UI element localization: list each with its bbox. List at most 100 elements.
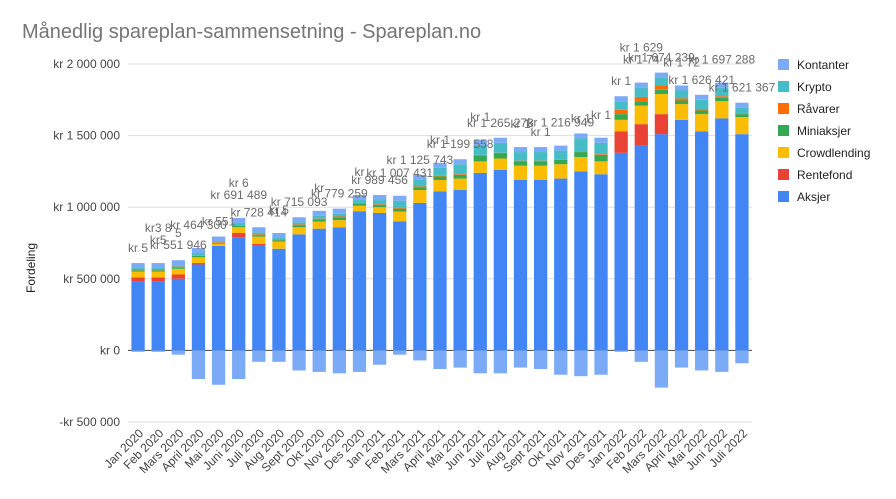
bar-kontanter xyxy=(453,350,467,368)
bar-crowdlending xyxy=(654,94,669,115)
bar-kontanter-cap xyxy=(453,159,467,165)
data-label: kr 1 xyxy=(511,117,531,131)
bar-råvarer xyxy=(614,109,628,115)
bar-kontanter xyxy=(171,350,185,355)
data-label: kr 1 xyxy=(591,108,611,122)
bar-kontanter-cap xyxy=(654,72,669,78)
legend-swatch xyxy=(778,169,789,180)
bar-aksjer xyxy=(352,211,367,351)
bar-råvarer xyxy=(312,218,326,220)
bar-crowdlending xyxy=(272,241,286,249)
bar-miniaksjer xyxy=(574,152,588,158)
bar-kontanter-cap xyxy=(534,147,548,153)
bar-crowdlending xyxy=(614,119,628,132)
bar-krypto xyxy=(735,107,749,114)
data-label: kr5 xyxy=(150,233,167,247)
bar-miniaksjer xyxy=(493,153,508,159)
bar-crowdlending xyxy=(372,207,387,213)
legend-label: Kontanter xyxy=(797,58,849,72)
bar-kontanter xyxy=(211,350,226,385)
bar-kontanter xyxy=(554,350,568,375)
bar-krypto xyxy=(654,77,669,86)
data-label: kr 691 489 xyxy=(210,188,267,202)
bar-kontanter xyxy=(292,350,306,371)
bar-crowdlending xyxy=(211,243,226,246)
data-label: kr xyxy=(314,181,324,195)
bar-krypto xyxy=(232,222,246,226)
bar-aksjer xyxy=(131,281,145,351)
bar-kontanter xyxy=(715,350,729,372)
bar-kontanter-cap xyxy=(513,147,528,153)
bar-aksjer xyxy=(191,264,206,351)
bar-råvarer xyxy=(513,160,528,162)
bar-crowdlending xyxy=(594,161,608,175)
bar-aksjer xyxy=(171,278,185,351)
bar-miniaksjer xyxy=(292,225,306,228)
bar-crowdlending xyxy=(252,236,266,244)
bar-kontanter xyxy=(594,350,608,375)
data-label: kr 1 697 288 xyxy=(688,53,755,67)
legend-label: Råvarer xyxy=(797,102,840,116)
data-label: kr 1 125 743 xyxy=(387,153,454,167)
bar-kontanter-cap xyxy=(312,210,326,216)
bar-miniaksjer xyxy=(312,219,326,222)
bar-kontanter-cap xyxy=(191,248,206,254)
data-label: kr 1 265 273 xyxy=(467,116,534,130)
bar-råvarer xyxy=(332,216,346,218)
bar-kontanter xyxy=(372,350,387,365)
bar-krypto xyxy=(191,253,206,256)
bar-miniaksjer xyxy=(594,154,608,162)
bar-kontanter-cap xyxy=(131,263,145,269)
bar-kontanter-cap xyxy=(634,82,648,88)
bar-rentefond xyxy=(131,277,145,282)
bar-aksjer xyxy=(473,172,487,351)
legend-swatch xyxy=(778,147,789,158)
bar-aksjer xyxy=(252,245,266,351)
bar-miniaksjer xyxy=(191,255,206,258)
bar-aksjer xyxy=(735,134,749,351)
bar-kontanter xyxy=(614,350,628,352)
bar-miniaksjer xyxy=(413,187,427,191)
bar-aksjer xyxy=(272,248,286,351)
bar-aksjer xyxy=(634,145,648,351)
data-label: kr 779 259 xyxy=(311,187,368,201)
bar-miniaksjer xyxy=(252,235,266,237)
bar-krypto xyxy=(372,200,387,205)
y-tick-label: kr 500 000 xyxy=(63,272,120,286)
bar-kontanter-cap xyxy=(352,195,367,201)
bar-råvarer xyxy=(654,85,669,90)
legend-label: Miniaksjer xyxy=(797,124,851,138)
bar-rentefond xyxy=(171,274,185,279)
bar-rentefond xyxy=(252,243,266,246)
legend-swatch xyxy=(778,103,789,114)
bar-aksjer xyxy=(312,228,326,351)
y-tick-label: kr 0 xyxy=(100,343,120,357)
bar-råvarer xyxy=(232,225,246,226)
bar-kontanter xyxy=(393,350,407,355)
bar-miniaksjer xyxy=(393,208,407,212)
bar-crowdlending xyxy=(534,165,548,180)
data-label: kr 5 xyxy=(128,241,148,255)
bar-aksjer xyxy=(453,190,467,351)
data-label: kr 1 674 239 xyxy=(628,51,695,65)
bar-kontanter-cap xyxy=(574,133,588,139)
bar-krypto xyxy=(272,237,286,240)
bar-krypto xyxy=(715,87,729,97)
bar-miniaksjer xyxy=(332,217,346,221)
bar-miniaksjer xyxy=(695,110,709,115)
bar-krypto xyxy=(252,232,266,235)
bar-crowdlending xyxy=(171,268,185,275)
bar-crowdlending xyxy=(735,116,749,135)
data-label: kr 989 456 xyxy=(351,173,408,187)
bar-kontanter-cap xyxy=(332,208,346,214)
bar-råvarer xyxy=(715,96,729,98)
bar-aksjer xyxy=(292,234,306,351)
bar-krypto xyxy=(292,222,306,225)
bar-crowdlending xyxy=(574,157,588,172)
bar-aksjer xyxy=(513,179,528,351)
bar-aksjer xyxy=(433,191,447,351)
bar-råvarer xyxy=(171,266,185,268)
bar-kontanter xyxy=(131,350,145,352)
bar-kontanter-cap xyxy=(292,217,306,223)
